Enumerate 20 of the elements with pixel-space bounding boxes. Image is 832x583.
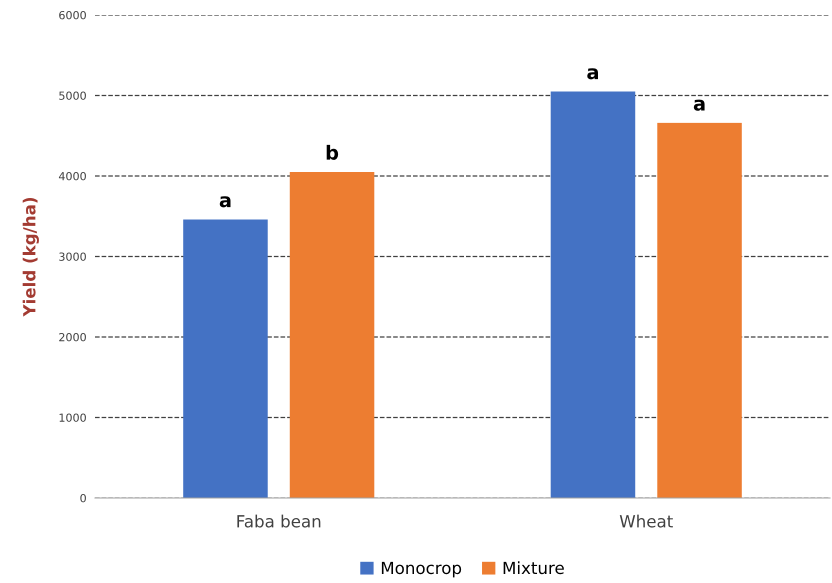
y-tick-label: 6000 [59, 10, 86, 20]
y-tick-label: 4000 [58, 172, 86, 180]
bar [550, 91, 636, 498]
data-label: a [587, 68, 598, 80]
data-label: a [220, 196, 230, 208]
data-label: b [326, 144, 338, 160]
y-tick-label: 3000 [59, 252, 86, 261]
legend-label: Mixture [504, 561, 564, 574]
bar [657, 122, 742, 498]
bar [290, 172, 374, 498]
bar [183, 219, 268, 498]
x-tick-label: Wheat [620, 514, 673, 528]
legend-label: Monocrop [382, 562, 462, 578]
y-tick-label: 1000 [60, 413, 86, 422]
y-axis-title: Yield (kg/ha) [22, 198, 39, 317]
data-label: a [694, 100, 705, 111]
y-tick-label: 5000 [59, 91, 86, 100]
y-tick-label: 0 [80, 494, 86, 502]
y-tick-label: 2000 [59, 332, 86, 342]
x-tick-label: Faba bean [237, 514, 320, 528]
